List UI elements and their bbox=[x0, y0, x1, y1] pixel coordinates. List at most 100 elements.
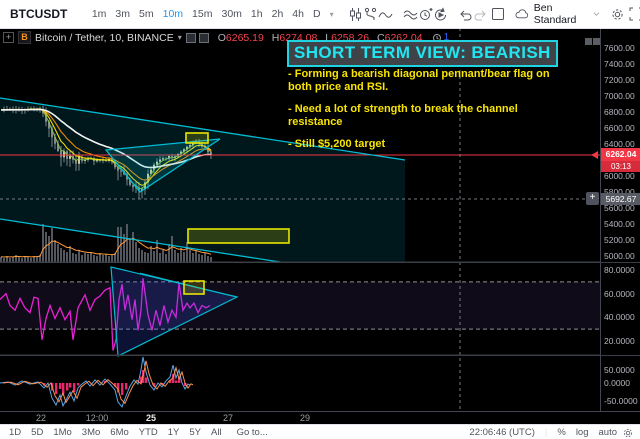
layout-icon[interactable] bbox=[488, 3, 507, 25]
price-axis-label: 5400.00 bbox=[604, 218, 635, 229]
timeframe-1m[interactable]: 1m bbox=[91, 8, 107, 20]
range-1mo[interactable]: 1Mo bbox=[53, 427, 72, 438]
timeframe-dropdown-icon[interactable]: ▾ bbox=[329, 9, 334, 19]
range-5d[interactable]: 5D bbox=[31, 427, 44, 438]
oscillator-axis-label: 0.0000 bbox=[604, 378, 630, 388]
pane-divider[interactable] bbox=[0, 262, 640, 263]
rsi-pennant-drawing[interactable] bbox=[110, 266, 239, 357]
compare-icon[interactable] bbox=[363, 3, 378, 25]
oscillator-histogram-bar bbox=[125, 383, 128, 390]
candle-body bbox=[60, 151, 62, 158]
indicators-icon[interactable] bbox=[403, 3, 418, 25]
oscillator-histogram-bar bbox=[145, 377, 148, 383]
volume-bar bbox=[138, 248, 140, 262]
timeframe-D[interactable]: D bbox=[312, 8, 321, 20]
bottom-toolbar: 1D 5D 1Mo 3Mo 6Mo YTD 1Y 5Y All Go to... 22:06:4… bbox=[0, 424, 640, 439]
timeframe-4h[interactable]: 4h bbox=[292, 8, 304, 20]
annotation-bullet-1[interactable]: - Forming a bearish diagonal pennant/bea… bbox=[288, 68, 550, 93]
auto-scale-button[interactable]: auto bbox=[598, 427, 618, 438]
line-tools-icon[interactable] bbox=[378, 3, 393, 25]
candle-body bbox=[51, 128, 53, 138]
volume-bar bbox=[108, 256, 110, 262]
annotation-title[interactable]: SHORT TERM VIEW: BEARISH bbox=[287, 40, 558, 67]
timeframe-1h[interactable]: 1h bbox=[250, 8, 263, 20]
pane-divider[interactable] bbox=[0, 355, 640, 356]
price-axis-label: 6400.00 bbox=[604, 138, 635, 149]
alert-add-icon[interactable] bbox=[418, 3, 433, 25]
chart-area[interactable]: + B Bitcoin / Tether, 10, BINANCE ▾ O626… bbox=[0, 28, 600, 411]
range-5y[interactable]: 5Y bbox=[189, 427, 202, 438]
candle-body bbox=[54, 137, 56, 144]
legend-toggle-icon[interactable] bbox=[198, 32, 209, 43]
candle-style-icon[interactable] bbox=[348, 3, 363, 25]
price-target-box[interactable] bbox=[187, 228, 290, 244]
candle-body bbox=[78, 156, 80, 164]
candle-body bbox=[192, 142, 194, 146]
legend-symbol-text[interactable]: Bitcoin / Tether, 10, BINANCE bbox=[35, 31, 174, 44]
range-ytd[interactable]: YTD bbox=[138, 427, 158, 438]
volume-bar bbox=[156, 240, 158, 262]
toolbar-right-group: Ben Standard bbox=[488, 2, 640, 26]
clock-label[interactable]: 22:06:46 (UTC) bbox=[469, 427, 535, 438]
settings-gear-icon[interactable] bbox=[608, 3, 627, 25]
price-axis[interactable]: 6262.04 03:13 5692.67 7600.00 7400.00 7200… bbox=[600, 28, 640, 411]
timeframe-5m[interactable]: 5m bbox=[139, 8, 154, 20]
range-1y[interactable]: 1Y bbox=[167, 427, 180, 438]
candle-body bbox=[204, 146, 206, 148]
account-name[interactable]: Ben Standard bbox=[533, 2, 577, 26]
volume-bar bbox=[198, 254, 200, 262]
range-3mo[interactable]: 3Mo bbox=[81, 427, 101, 438]
legend-chevron-down-icon[interactable]: ▾ bbox=[177, 33, 182, 42]
time-axis[interactable]: 22 12:00 25 27 29 bbox=[0, 411, 640, 425]
candle-body bbox=[162, 158, 164, 160]
price-pennant-drawing[interactable] bbox=[104, 138, 221, 193]
oscillator-line-fast bbox=[0, 356, 191, 408]
legend-toggle-icon[interactable] bbox=[185, 32, 196, 43]
oscillator-histogram-bar bbox=[184, 383, 187, 386]
undo-icon[interactable] bbox=[458, 3, 473, 25]
time-axis-label: 25 bbox=[145, 413, 157, 423]
range-6mo[interactable]: 6Mo bbox=[110, 427, 129, 438]
price-breakout-box[interactable] bbox=[185, 132, 209, 144]
rsi-inner-trendline[interactable] bbox=[139, 272, 238, 298]
timeframe-2h[interactable]: 2h bbox=[271, 8, 284, 20]
volume-bar bbox=[93, 255, 95, 262]
add-order-plus-button[interactable]: + bbox=[586, 192, 599, 205]
annotation-bullet-3[interactable]: - Still $5,200 target bbox=[288, 138, 386, 150]
timeframe-10m[interactable]: 10m bbox=[162, 8, 184, 20]
pane-maximize-button[interactable] bbox=[593, 38, 600, 45]
oscillator-histogram-bar bbox=[73, 383, 76, 392]
fullscreen-icon[interactable] bbox=[627, 3, 640, 25]
account-menu[interactable]: Ben Standard bbox=[515, 2, 599, 26]
axis-settings-gear-icon[interactable] bbox=[622, 427, 634, 439]
volume-bar bbox=[111, 255, 113, 262]
channel-lower-line[interactable] bbox=[0, 218, 281, 263]
volume-bar bbox=[159, 253, 161, 262]
symbol-search-button[interactable]: BTCUSDT bbox=[10, 7, 68, 21]
goto-button[interactable]: Go to... bbox=[236, 427, 268, 438]
volume-bar bbox=[207, 256, 209, 262]
channel-upper-line[interactable] bbox=[0, 97, 406, 161]
candle-body bbox=[120, 170, 122, 172]
timeframe-30m[interactable]: 30m bbox=[221, 8, 242, 20]
replay-icon[interactable] bbox=[433, 3, 448, 25]
grid-icon[interactable]: + bbox=[3, 32, 14, 43]
volume-bar bbox=[96, 256, 98, 262]
volume-bar bbox=[57, 244, 59, 262]
price-axis-label: 7600.00 bbox=[604, 42, 635, 53]
redo-icon[interactable] bbox=[473, 3, 488, 25]
range-1d[interactable]: 1D bbox=[9, 427, 22, 438]
volume-bar bbox=[0, 257, 2, 262]
annotation-bullet-2[interactable]: - Need a lot of strength to break the ch… bbox=[288, 103, 518, 128]
pane-minimize-button[interactable] bbox=[585, 38, 592, 45]
rsi-band-fill bbox=[0, 281, 600, 330]
log-scale-button[interactable]: log bbox=[575, 427, 589, 438]
timeframe-3m[interactable]: 3m bbox=[115, 8, 131, 20]
rsi-breakout-box[interactable] bbox=[183, 280, 205, 295]
volume-bar bbox=[144, 252, 146, 262]
range-all[interactable]: All bbox=[211, 427, 222, 438]
percent-scale-button[interactable]: % bbox=[557, 427, 566, 438]
ohlc-values: O6265.19 H6274.08 L6258.26 C6262.04 bbox=[217, 31, 423, 44]
bitcoin-logo-icon: B bbox=[18, 31, 31, 44]
timeframe-15m[interactable]: 15m bbox=[192, 8, 213, 20]
